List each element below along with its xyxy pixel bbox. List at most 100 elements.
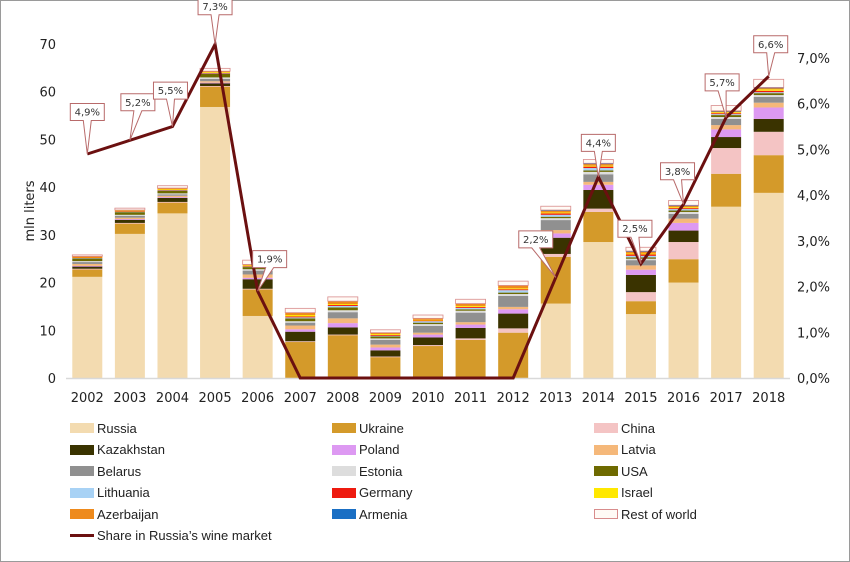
- bar-segment: [72, 256, 103, 258]
- x-tick-label: 2012: [497, 391, 530, 406]
- bar-segment: [327, 301, 358, 305]
- legend-item: Poland: [332, 440, 399, 460]
- bar-segment: [753, 89, 784, 91]
- bar-segment: [114, 211, 145, 215]
- bar-segment: [625, 251, 656, 254]
- x-axis-ticks: 2002 2003 2004 2005 2006 2007 2008 2009 2010 2011…: [71, 391, 786, 406]
- bar-segment: [199, 67, 231, 72]
- bar-segment: [583, 242, 614, 378]
- bar-segment: [114, 214, 145, 216]
- y2-tick-label: 0,0%: [797, 372, 830, 387]
- bar-segment: [285, 312, 316, 316]
- legend-label: Kazakhstan: [97, 442, 165, 457]
- share-callout: 3,8%: [660, 162, 696, 205]
- bar-stack-2012: [497, 280, 529, 378]
- bar-segment: [753, 92, 784, 94]
- y2-tick-label: 2,0%: [797, 281, 830, 296]
- bar-segment: [157, 202, 188, 214]
- bar-segment: [200, 82, 231, 84]
- legend-swatch: [332, 509, 356, 519]
- bar-segment: [242, 274, 273, 278]
- bar-stack-2016: [668, 200, 699, 378]
- bar-segment: [327, 323, 358, 328]
- left-axis-ticks: 0 10 20 30 40 50 60 70: [39, 38, 56, 387]
- bar-segment: [157, 189, 188, 191]
- y-axis-label: mln liters: [23, 180, 38, 241]
- bar-segment: [157, 197, 188, 198]
- bar-segment: [753, 192, 784, 378]
- bar-segment: [540, 214, 571, 217]
- legend-swatch: [594, 509, 618, 519]
- bar-segment: [455, 327, 486, 339]
- bar-segment: [157, 193, 188, 195]
- bar-segment: [583, 211, 614, 243]
- bar-segment: [668, 210, 699, 212]
- bar-segment: [455, 306, 486, 308]
- bar-segment: [625, 254, 656, 256]
- bar-segment: [285, 331, 316, 342]
- bar-segment: [285, 316, 316, 318]
- share-callout-label: 2,5%: [622, 224, 647, 235]
- bar-segment: [370, 347, 401, 351]
- legend-swatch: [70, 487, 94, 498]
- bar-segment: [625, 269, 656, 275]
- bar-segment: [200, 72, 231, 74]
- bar-stack-2009: [370, 329, 401, 378]
- x-tick-label: 2005: [199, 391, 232, 406]
- bar-segment: [540, 253, 571, 257]
- share-callout-label: 6,6%: [758, 40, 783, 51]
- bar-segment: [668, 259, 699, 283]
- legend-swatch: [332, 423, 356, 433]
- bar-segment: [753, 131, 784, 156]
- x-tick-label: 2018: [752, 391, 785, 406]
- legend-swatch: [594, 466, 618, 476]
- bar-segment: [455, 298, 486, 304]
- bar-segment: [200, 73, 231, 74]
- bar-segment: [413, 345, 443, 347]
- share-callout: 2,5%: [617, 219, 653, 264]
- y-tick-label: 10: [39, 324, 56, 339]
- legend-swatch: [70, 423, 94, 433]
- share-callout-label: 4,9%: [75, 108, 100, 119]
- bar-segment: [583, 184, 614, 191]
- bar-segment: [71, 254, 103, 257]
- bar-segment: [753, 155, 784, 193]
- bar-segment: [370, 339, 401, 345]
- bar-stack-2003: [114, 207, 146, 378]
- bar-segment: [753, 96, 784, 103]
- bar-segment: [72, 258, 103, 262]
- bar-segment: [625, 251, 656, 252]
- bar-segment: [413, 325, 443, 333]
- x-tick-label: 2009: [369, 391, 402, 406]
- bar-segment: [72, 266, 103, 269]
- legend-label: Rest of world: [621, 506, 697, 522]
- bar-segment: [668, 211, 699, 214]
- x-tick-label: 2007: [284, 391, 317, 406]
- x-tick-label: 2017: [710, 391, 743, 406]
- legend-label: Lithuania: [97, 485, 150, 500]
- bar-segment: [413, 318, 443, 320]
- legend-swatch: [332, 487, 356, 498]
- legend-label: Poland: [359, 442, 400, 457]
- bar-segment: [540, 216, 571, 219]
- bar-segment: [668, 222, 699, 231]
- bar-segment: [753, 90, 784, 93]
- share-callout-label: 5,7%: [709, 78, 734, 89]
- bar-segment: [753, 95, 784, 97]
- bar-segment: [455, 324, 486, 328]
- legend-item: Belarus: [70, 461, 141, 481]
- bar-segment: [114, 207, 146, 211]
- bar-segment: [72, 265, 103, 267]
- legend-item-line: Share in Russia’s wine market: [70, 526, 272, 546]
- bar-segment: [625, 292, 656, 302]
- legend-label: Ukraine: [359, 420, 404, 436]
- bar-stack-2008: [327, 296, 359, 378]
- bar-segment: [711, 118, 742, 126]
- legend-item: Russia: [70, 418, 137, 438]
- share-callout-label: 5,2%: [125, 98, 150, 109]
- bar-segment: [540, 233, 571, 238]
- bar-segment: [413, 321, 443, 323]
- bar-stack-2007: [284, 307, 316, 378]
- legend-item: Germany: [332, 483, 412, 503]
- bar-segment: [625, 314, 656, 378]
